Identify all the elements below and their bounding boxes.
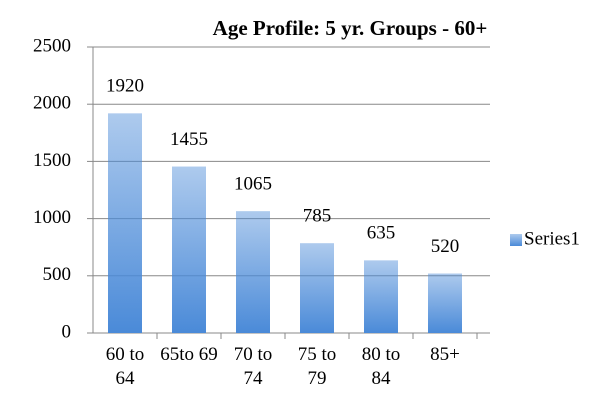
x-tick-label: 75 to 79 [297,344,337,389]
legend-swatch [510,234,522,246]
data-label: 1455 [170,129,208,150]
bar [108,113,142,334]
y-tick-label: 500 [43,264,72,285]
bar [236,211,270,333]
chart-title: Age Profile: 5 yr. Groups - 60+ [213,16,488,40]
y-tick-label: 2000 [33,93,71,114]
data-label: 1065 [234,174,272,195]
x-tick-label: 65to 69 [160,344,218,365]
bar [172,166,206,333]
data-label: 520 [431,236,460,257]
bar [364,260,398,333]
bar [428,273,462,333]
y-tick-label: 1000 [33,207,71,228]
data-label: 635 [367,223,396,244]
x-tick-label: 80 to 84 [361,344,401,389]
legend-label: Series1 [524,228,580,249]
y-tick-label: 2500 [33,35,71,56]
y-tick-label: 1500 [33,150,71,171]
data-label: 785 [303,206,332,227]
data-label: 1920 [106,76,144,97]
bar [300,243,334,333]
x-tick-label: 60 to 64 [105,344,145,389]
y-tick-label: 0 [62,321,72,342]
x-tick-label: 70 to 74 [233,344,273,389]
x-tick-label: 85+ [430,344,460,365]
